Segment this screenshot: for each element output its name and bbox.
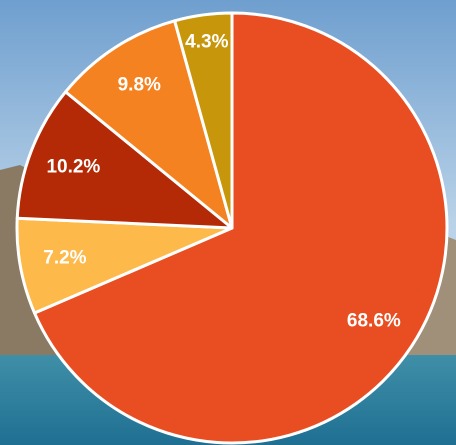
data-label: 10.2% [46,156,100,177]
data-label: 68.6% [347,310,401,331]
data-label: 4.3% [185,32,228,53]
data-label: 9.8% [118,75,161,96]
chart: 68.6% 7.2% 10.2% 9.8% 4.3% [0,0,456,445]
pie: 68.6% 7.2% 10.2% 9.8% 4.3% [17,13,447,443]
data-label: 7.2% [43,248,86,269]
